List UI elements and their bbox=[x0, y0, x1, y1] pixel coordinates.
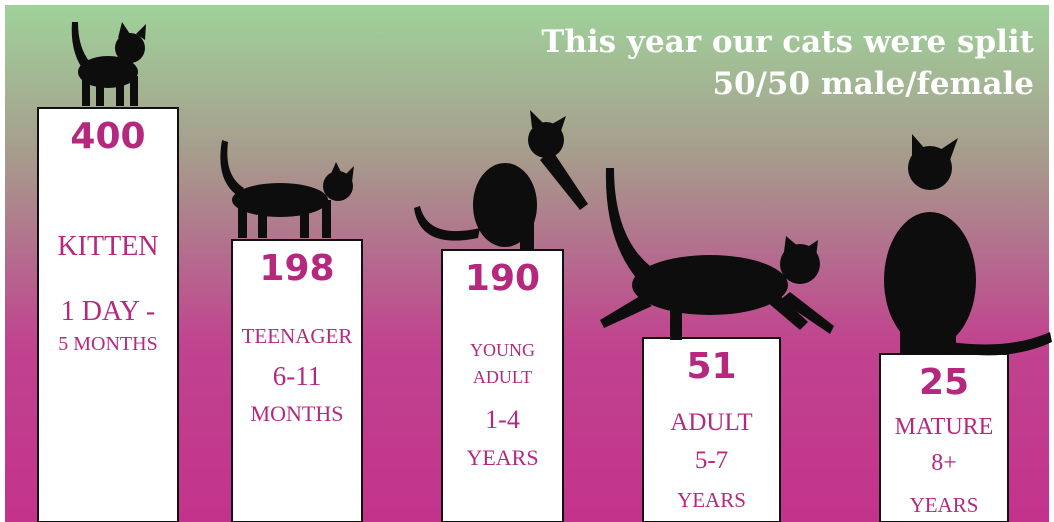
age-label: YOUNG bbox=[470, 340, 535, 360]
age-label: 5 MONTHS bbox=[58, 333, 157, 355]
age-label: ADULT bbox=[473, 367, 532, 387]
age-label: YEARS bbox=[910, 493, 979, 517]
age-label: KITTEN bbox=[57, 231, 158, 262]
age-label: MONTHS bbox=[251, 401, 344, 426]
age-label: YEARS bbox=[677, 488, 746, 512]
title-line: 50/50 male/female bbox=[712, 66, 1034, 102]
age-label: 8+ bbox=[931, 450, 957, 476]
age-label: MATURE bbox=[895, 414, 994, 440]
age-label: YEARS bbox=[466, 445, 538, 470]
age-label: TEENAGER bbox=[242, 324, 353, 348]
age-label: 1 DAY - bbox=[61, 296, 155, 327]
infographic: This year our cats were split 50/50 male… bbox=[0, 0, 1054, 522]
count: 198 bbox=[259, 248, 334, 289]
age-label: 6-11 bbox=[273, 361, 322, 391]
count: 51 bbox=[686, 346, 736, 387]
count: 190 bbox=[465, 258, 540, 299]
age-label: ADULT bbox=[670, 409, 752, 436]
age-label: 1-4 bbox=[485, 405, 520, 434]
count: 25 bbox=[919, 362, 969, 403]
count: 400 bbox=[70, 116, 145, 157]
title-line: This year our cats were split bbox=[541, 24, 1034, 60]
age-label: 5-7 bbox=[695, 447, 728, 474]
